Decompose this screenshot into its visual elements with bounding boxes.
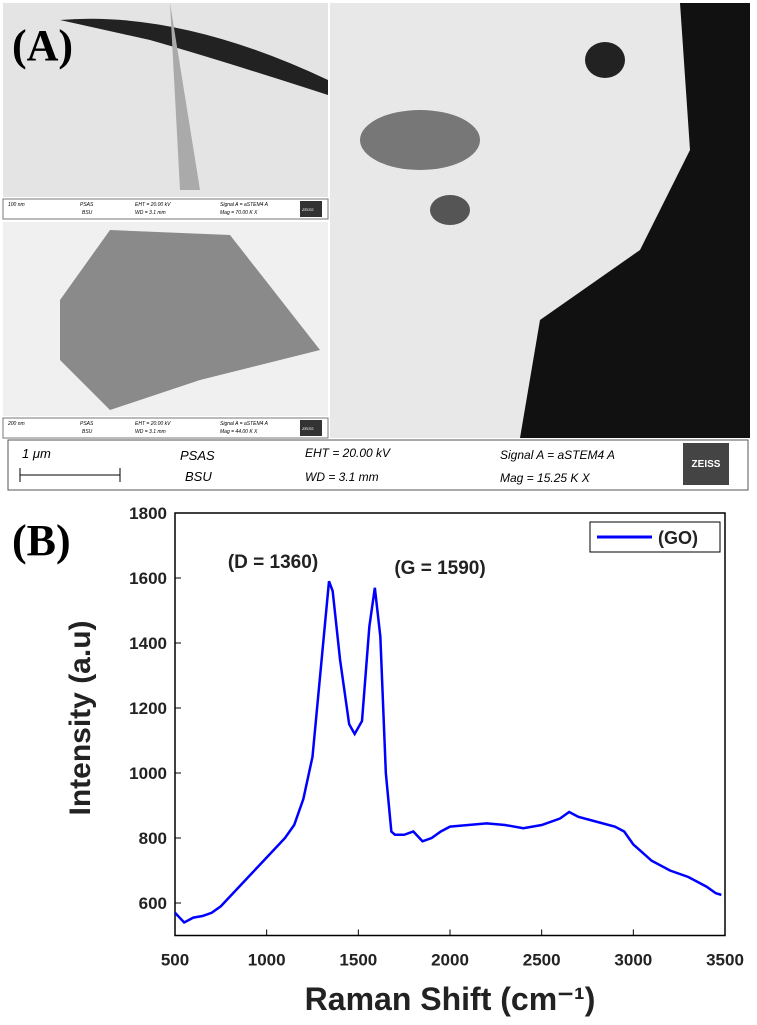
inset-mag: Mag = 70.00 K X	[220, 210, 258, 216]
y-tick-label: 1400	[129, 634, 167, 653]
inset-mag: Mag = 44.00 K X	[220, 429, 258, 435]
lab: PSAS	[180, 448, 215, 463]
x-tick-label: 1000	[248, 951, 286, 970]
x-axis-label: Raman Shift (cm⁻¹)	[305, 981, 596, 1017]
inset-wd: WD = 3.1 mm	[135, 210, 166, 216]
info-bar: 1 μm PSAS BSU EHT = 20.00 kV WD = 3.1 mm…	[7, 439, 749, 491]
inset-logo: ZEISS	[301, 426, 314, 431]
y-tick-label: 1800	[129, 504, 167, 523]
inset-logo: ZEISS	[301, 207, 314, 212]
org: BSU	[185, 469, 212, 484]
inset-bars: 100 nm PSAS BSU EHT = 20.00 kV WD = 3.1 …	[2, 198, 329, 439]
inset-scale: 200 nm	[7, 421, 25, 427]
mag: Mag = 15.25 K X	[500, 471, 591, 485]
x-tick-label: 2000	[431, 951, 469, 970]
inset-scale: 100 nm	[8, 202, 25, 208]
logo: ZEISS	[692, 459, 721, 470]
y-tick-label: 1200	[129, 699, 167, 718]
x-tick-label: 2500	[523, 951, 561, 970]
signal: Signal A = aSTEM4 A	[500, 448, 615, 462]
inset-eht: EHT = 20.00 kV	[135, 202, 171, 208]
scale-label: 1 μm	[22, 446, 51, 461]
x-tick-label: 3000	[614, 951, 652, 970]
inset-org: BSU	[82, 429, 93, 435]
inset-signal: Signal A = aSTEM4 A	[220, 421, 269, 427]
x-tick-label: 3500	[706, 951, 744, 970]
legend-label: (GO)	[658, 528, 698, 548]
x-tick-label: 500	[161, 951, 189, 970]
inset-eht: EHT = 20.00 kV	[135, 421, 171, 427]
inset-org: BSU	[82, 210, 93, 216]
micrograph-images	[3, 3, 750, 438]
eht: EHT = 20.00 kV	[305, 446, 391, 460]
y-axis-label: Intensity (a.u)	[64, 620, 97, 815]
spectrum-line	[174, 580, 722, 925]
y-tick-label: 800	[139, 829, 167, 848]
wd: WD = 3.1 mm	[305, 470, 379, 484]
annotation: (G = 1590)	[394, 558, 485, 579]
inset-lab: PSAS	[80, 202, 94, 208]
panel-label: (A)	[12, 21, 73, 70]
inset-wd: WD = 3.1 mm	[135, 429, 166, 435]
inset-signal: Signal A = aSTEM4 A	[220, 202, 269, 208]
y-tick-label: 600	[139, 894, 167, 913]
annotation: (D = 1360)	[228, 552, 318, 573]
y-tick-label: 1000	[129, 764, 167, 783]
y-tick-label: 1600	[129, 569, 167, 588]
x-tick-label: 1500	[339, 951, 377, 970]
panel-label: (B)	[12, 516, 71, 565]
inset-lab: PSAS	[80, 421, 94, 427]
